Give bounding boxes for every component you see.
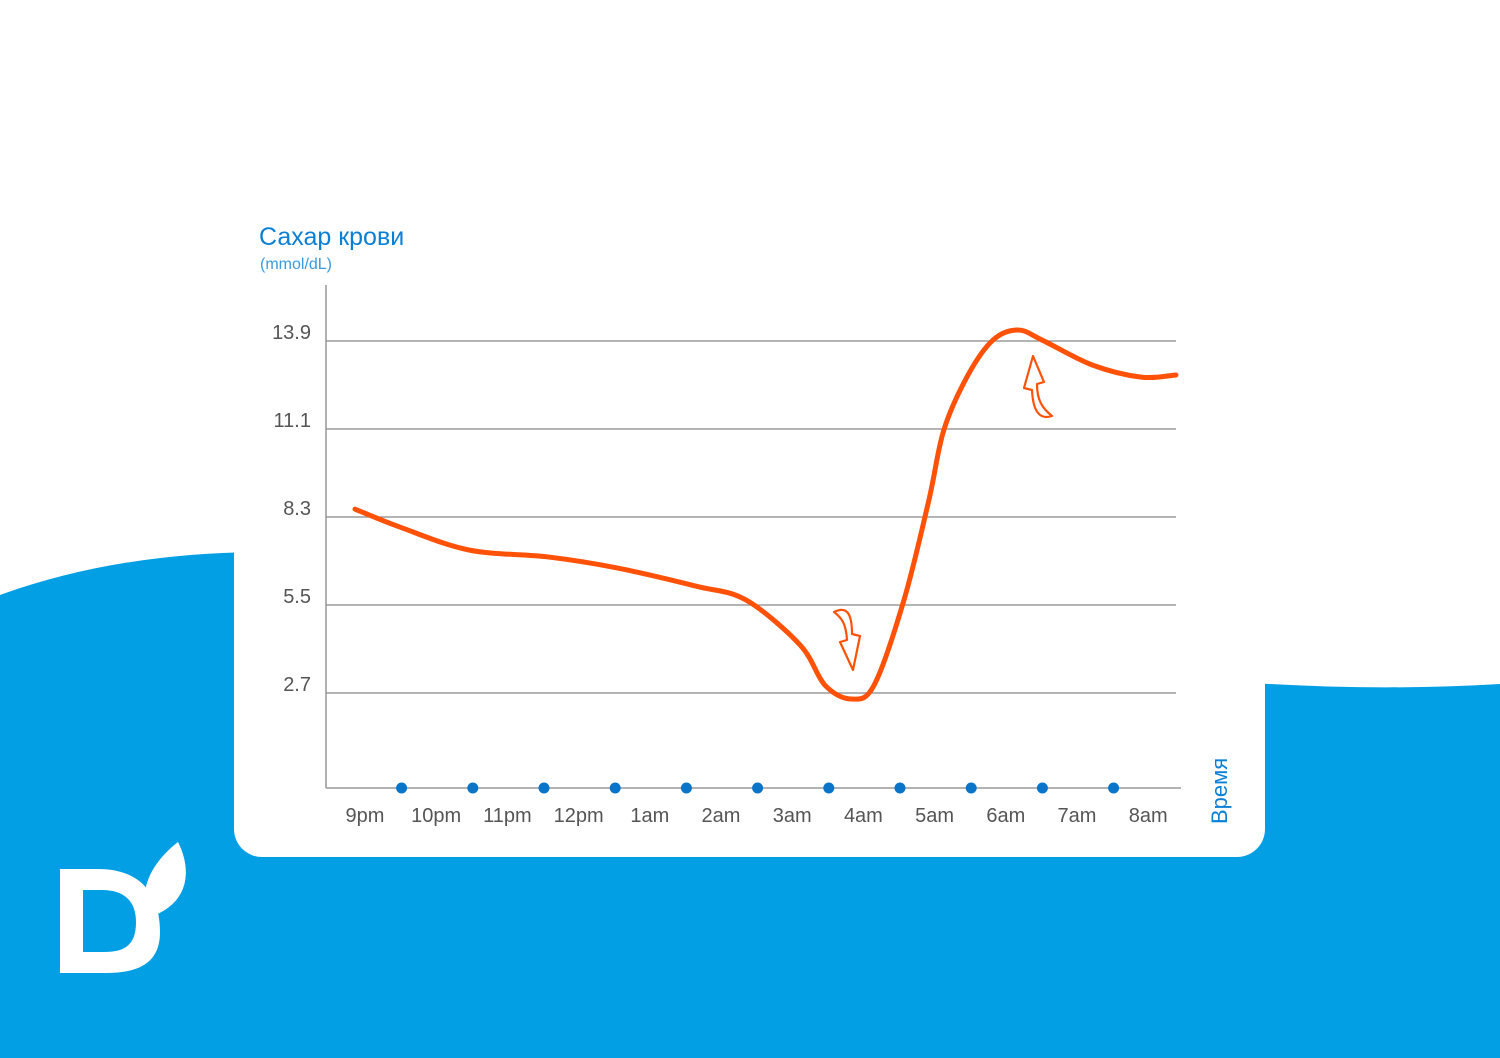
x-tick-dot [467, 782, 479, 794]
logo-letter [60, 869, 160, 973]
y-tick-label: 2.7 [283, 674, 311, 696]
x-tick-label: 5am [915, 805, 954, 827]
chart-card: Сахар крови (mmol/dL) 13.9 11.1 8.3 5.5 2.7 … [234, 194, 1265, 857]
x-tick-dot [752, 782, 764, 794]
x-tick-dot [609, 782, 621, 794]
x-tick-label: 4am [844, 805, 883, 827]
x-tick-label: 1am [630, 805, 669, 827]
x-tick-label: 11pm [483, 805, 532, 827]
x-tick-label: 2am [702, 805, 741, 827]
y-tick-label: 8.3 [283, 498, 311, 520]
x-tick-dot [396, 782, 408, 794]
chart-title: Сахар крови [259, 223, 404, 251]
arrow-up-icon [1022, 354, 1054, 419]
x-tick-dot [823, 782, 835, 794]
x-tick-dot [1036, 782, 1048, 794]
arrow-down-icon [832, 608, 862, 672]
x-tick-label: 10pm [411, 805, 461, 827]
y-tick-label: 11.1 [274, 410, 311, 432]
x-tick-dot [680, 782, 692, 794]
x-tick-dot [1108, 782, 1120, 794]
x-tick-label: 3am [773, 805, 812, 827]
x-tick-dot [538, 782, 550, 794]
x-tick-label: 7am [1058, 805, 1097, 827]
y-tick-label: 5.5 [283, 586, 311, 608]
chart-subtitle: (mmol/dL) [260, 256, 332, 273]
x-tick-dot [894, 782, 906, 794]
y-tick-label: 13.9 [272, 322, 311, 344]
blood-sugar-chart: Сахар крови (mmol/dL) 13.911.18.35.52.7 … [259, 223, 1232, 827]
leaf-icon [144, 842, 186, 917]
logo [60, 842, 186, 973]
x-axis-label: Время [1207, 758, 1232, 824]
x-tick-dot [965, 782, 977, 794]
x-tick-label: 12pm [554, 805, 604, 827]
x-tick-label: 9pm [346, 805, 385, 827]
x-tick-label: 8am [1129, 805, 1168, 827]
series-line [352, 327, 1179, 702]
x-tick-label: 6am [986, 805, 1025, 827]
